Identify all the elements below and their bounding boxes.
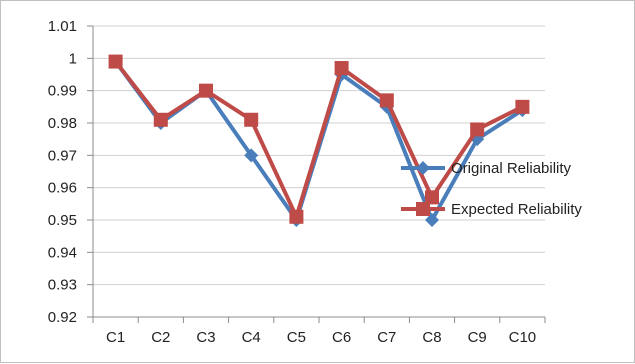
x-tick-label: C9	[468, 329, 487, 346]
y-tick-label: 1.01	[48, 18, 77, 35]
x-tick-label: C5	[287, 329, 306, 346]
data-point	[334, 61, 349, 76]
legend: Original Reliability Expected Reliability	[401, 160, 582, 218]
axes	[87, 25, 546, 323]
data-point	[199, 83, 213, 98]
series-line	[114, 60, 524, 219]
data-point	[515, 99, 530, 114]
data-point	[153, 112, 168, 127]
legend-label: Expected Reliability	[451, 201, 582, 218]
legend-item: Original Reliability	[401, 160, 572, 177]
legend-label: Original Reliability	[451, 160, 572, 177]
data-point	[425, 190, 439, 205]
data-point	[379, 93, 394, 108]
x-tick-label: C6	[332, 329, 351, 346]
data-point	[289, 209, 304, 224]
data-point	[425, 213, 439, 227]
x-tick-label: C8	[422, 329, 441, 346]
y-tick-label: 0.92	[48, 309, 77, 326]
x-tick-label: C1	[106, 329, 125, 346]
data-point	[470, 122, 485, 137]
y-tick-label: 0.95	[48, 212, 77, 229]
legend-item: Expected Reliability	[401, 201, 582, 218]
data-point	[244, 148, 259, 163]
data-point	[108, 54, 123, 69]
y-tick-labels: 0.92 0.93 0.94 0.95 0.96 0.97 0.98 0.99 1 1.01	[48, 18, 77, 326]
x-tick-label: C4	[242, 329, 261, 346]
series-lines	[108, 54, 530, 227]
y-tick-label: 0.99	[48, 83, 77, 100]
x-tick-label: C10	[509, 329, 537, 346]
x-tick-label: C3	[196, 329, 215, 346]
grid-lines	[93, 25, 545, 286]
y-tick-label: 0.97	[48, 147, 77, 164]
y-tick-label: 1	[69, 50, 77, 67]
y-tick-label: 0.98	[48, 115, 77, 132]
legend-marker	[416, 161, 430, 175]
series-expected-reliability	[108, 54, 530, 224]
y-tick-label: 0.94	[48, 244, 77, 261]
x-tick-label: C2	[151, 329, 170, 346]
x-tick-label: C7	[377, 329, 396, 346]
x-tick-labels: C1 C2 C3 C4 C5 C6 C7 C8 C9 C10	[106, 329, 536, 346]
legend-marker	[416, 202, 430, 216]
data-point	[244, 112, 259, 127]
y-tick-label: 0.96	[48, 180, 77, 197]
y-tick-label: 0.93	[48, 277, 77, 294]
